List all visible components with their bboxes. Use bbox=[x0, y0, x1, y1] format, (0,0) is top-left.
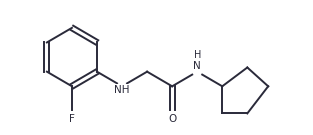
Text: N: N bbox=[193, 61, 201, 71]
Text: NH: NH bbox=[114, 85, 130, 95]
Text: H: H bbox=[193, 50, 201, 60]
Text: O: O bbox=[168, 114, 176, 124]
Text: F: F bbox=[69, 114, 75, 124]
